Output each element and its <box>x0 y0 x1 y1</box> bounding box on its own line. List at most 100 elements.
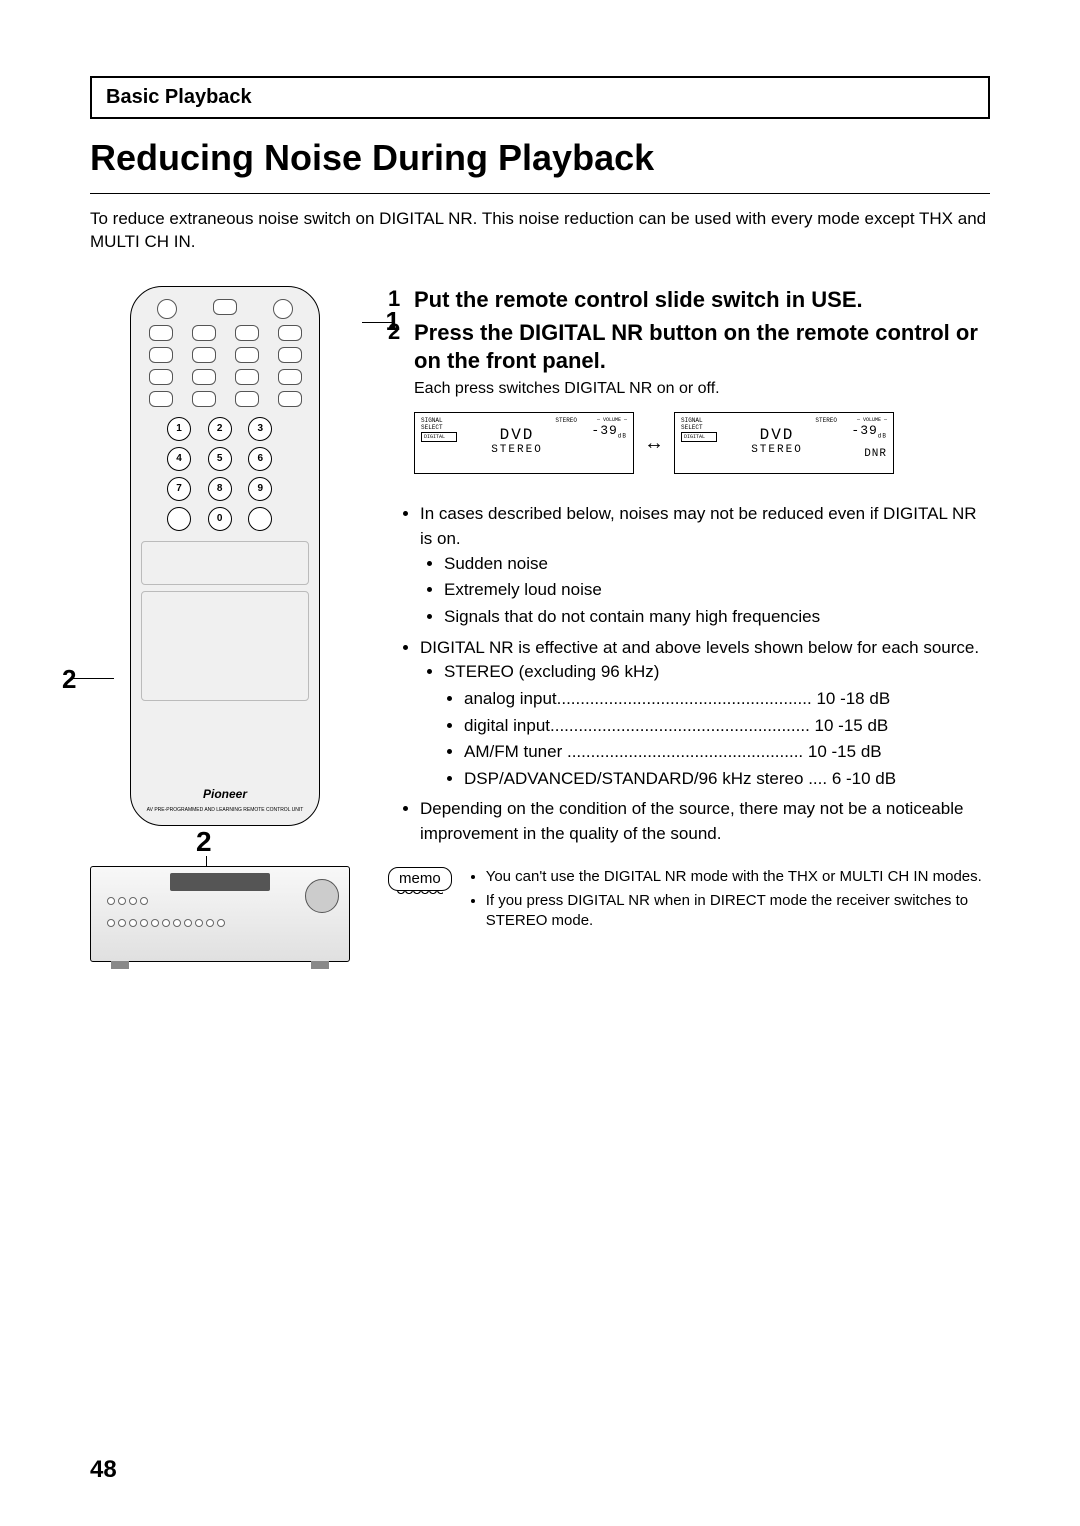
dnr-indicator: DNR <box>837 448 887 460</box>
spec-value: 10 -18 dB <box>816 689 890 708</box>
memo-block: memo You can't use the DIGITAL NR mode w… <box>388 867 990 936</box>
stereo-tag: STEREO <box>457 417 577 424</box>
spec-label: analog input <box>464 689 557 708</box>
digital-label: DIGITAL <box>681 432 717 442</box>
memo-item: If you press DIGITAL NR when in DIRECT m… <box>486 891 990 932</box>
note-subitem: DSP/ADVANCED/STANDARD/96 kHz stereo ....… <box>464 767 990 792</box>
dots: ........................................… <box>567 742 803 761</box>
note-subitem: AM/FM tuner ............................… <box>464 740 990 765</box>
receiver-dot <box>107 897 115 905</box>
note-text: DIGITAL NR is effective at and above lev… <box>420 638 979 657</box>
remote-btn <box>235 325 259 341</box>
remote-btn <box>192 347 216 363</box>
display-source: DVD <box>717 426 837 444</box>
receiver-dot <box>195 919 203 927</box>
spec-value: 6 -10 dB <box>832 769 896 788</box>
toggle-arrow-icon: ↔ <box>644 432 664 455</box>
step-2-text: Press the DIGITAL NR button on the remot… <box>414 319 990 374</box>
note-text: In cases described below, noises may not… <box>420 504 977 548</box>
remote-num-7: 7 <box>167 477 191 501</box>
remote-btn <box>192 369 216 385</box>
remote-btn <box>273 299 293 319</box>
remote-btn <box>192 325 216 341</box>
step-2: 2 Press the DIGITAL NR button on the rem… <box>388 319 990 374</box>
spec-label: AM/FM tuner <box>464 742 562 761</box>
volume-value: -39dB <box>837 423 887 440</box>
receiver-callout-2: 2 <box>196 826 212 858</box>
remote-num-blank <box>248 507 272 531</box>
remote-btn <box>278 325 302 341</box>
receiver-display <box>170 873 270 891</box>
remote-btn <box>149 347 173 363</box>
receiver-dot <box>184 919 192 927</box>
page-number: 48 <box>90 1456 117 1484</box>
remote-figure: 1 2 3 4 5 6 7 8 9 0 Pioneer AV PRE-PROGR… <box>90 286 360 826</box>
receiver-dot <box>151 919 159 927</box>
remote-vol-section <box>141 541 309 585</box>
receiver-dot <box>206 919 214 927</box>
display-mode: STEREO <box>457 444 577 456</box>
receiver-dot <box>129 919 137 927</box>
display-state-off: SIGNAL SELECT DIGITAL STEREO DVD STEREO … <box>414 412 634 474</box>
receiver-dot <box>118 897 126 905</box>
remote-btn <box>192 391 216 407</box>
remote-num-6: 6 <box>248 447 272 471</box>
remote-num-1: 1 <box>167 417 191 441</box>
remote-numpad: 1 2 3 4 5 6 7 8 9 0 <box>141 413 309 535</box>
note-item: In cases described below, noises may not… <box>420 502 990 629</box>
note-subitem: analog input............................… <box>464 687 990 712</box>
note-subitem: Extremely loud noise <box>444 578 990 603</box>
receiver-illustration <box>90 866 350 962</box>
stereo-tag: STEREO <box>717 417 837 424</box>
remote-subtext: AV PRE-PROGRAMMED AND LEARNING REMOTE CO… <box>141 807 309 813</box>
remote-btn <box>235 347 259 363</box>
callout-line-1 <box>362 322 392 323</box>
remote-cursor-section <box>141 591 309 701</box>
remote-btn <box>235 391 259 407</box>
remote-control-illustration: 1 2 3 4 5 6 7 8 9 0 Pioneer AV PRE-PROGR… <box>130 286 320 826</box>
remote-num-5: 5 <box>208 447 232 471</box>
receiver-figure: 2 <box>90 866 360 962</box>
note-subitem: STEREO (excluding 96 kHz) <box>444 660 990 685</box>
remote-btn <box>278 391 302 407</box>
spec-value: 10 -15 dB <box>815 716 889 735</box>
dots: ........................................… <box>557 689 812 708</box>
display-state-on: SIGNAL SELECT DIGITAL STEREO DVD STEREO … <box>674 412 894 474</box>
section-header: Basic Playback <box>90 76 990 119</box>
remote-num-2: 2 <box>208 417 232 441</box>
spec-label: DSP/ADVANCED/STANDARD/96 kHz stereo <box>464 769 803 788</box>
display-mode: STEREO <box>717 444 837 456</box>
dots: .... <box>808 769 827 788</box>
receiver-dot <box>162 919 170 927</box>
digital-label: DIGITAL <box>421 432 457 442</box>
receiver-dot <box>217 919 225 927</box>
notes-list: In cases described below, noises may not… <box>398 502 990 846</box>
note-item: DIGITAL NR is effective at and above lev… <box>420 636 990 792</box>
note-subitem: digital input...........................… <box>464 714 990 739</box>
signal-select-label: SIGNAL SELECT <box>421 417 457 431</box>
remote-btn <box>149 391 173 407</box>
right-column: 1 Put the remote control slide switch in… <box>388 286 990 962</box>
remote-brand: Pioneer <box>141 787 309 801</box>
receiver-dot <box>118 919 126 927</box>
display-toggle-figure: SIGNAL SELECT DIGITAL STEREO DVD STEREO … <box>414 412 990 474</box>
callout-line-2 <box>70 678 114 679</box>
intro-paragraph: To reduce extraneous noise switch on DIG… <box>90 208 990 254</box>
spec-label: digital input <box>464 716 550 735</box>
receiver-knob <box>305 879 339 913</box>
memo-list: You can't use the DIGITAL NR mode with t… <box>466 867 990 936</box>
step-1: 1 Put the remote control slide switch in… <box>388 286 990 314</box>
signal-select-label: SIGNAL SELECT <box>681 417 717 431</box>
title-rule <box>90 193 990 194</box>
receiver-dot <box>173 919 181 927</box>
receiver-dot <box>140 919 148 927</box>
memo-item: You can't use the DIGITAL NR mode with t… <box>486 867 990 887</box>
display-source: DVD <box>457 426 577 444</box>
remote-btn <box>157 299 177 319</box>
note-item: Depending on the condition of the source… <box>420 797 990 846</box>
step-2-sub: Each press switches DIGITAL NR on or off… <box>414 380 990 398</box>
spec-value: 10 -15 dB <box>808 742 882 761</box>
left-column: 1 2 3 4 5 6 7 8 9 0 Pioneer AV PRE-PROGR… <box>90 286 360 962</box>
note-subitem: Sudden noise <box>444 552 990 577</box>
remote-num-8: 8 <box>208 477 232 501</box>
